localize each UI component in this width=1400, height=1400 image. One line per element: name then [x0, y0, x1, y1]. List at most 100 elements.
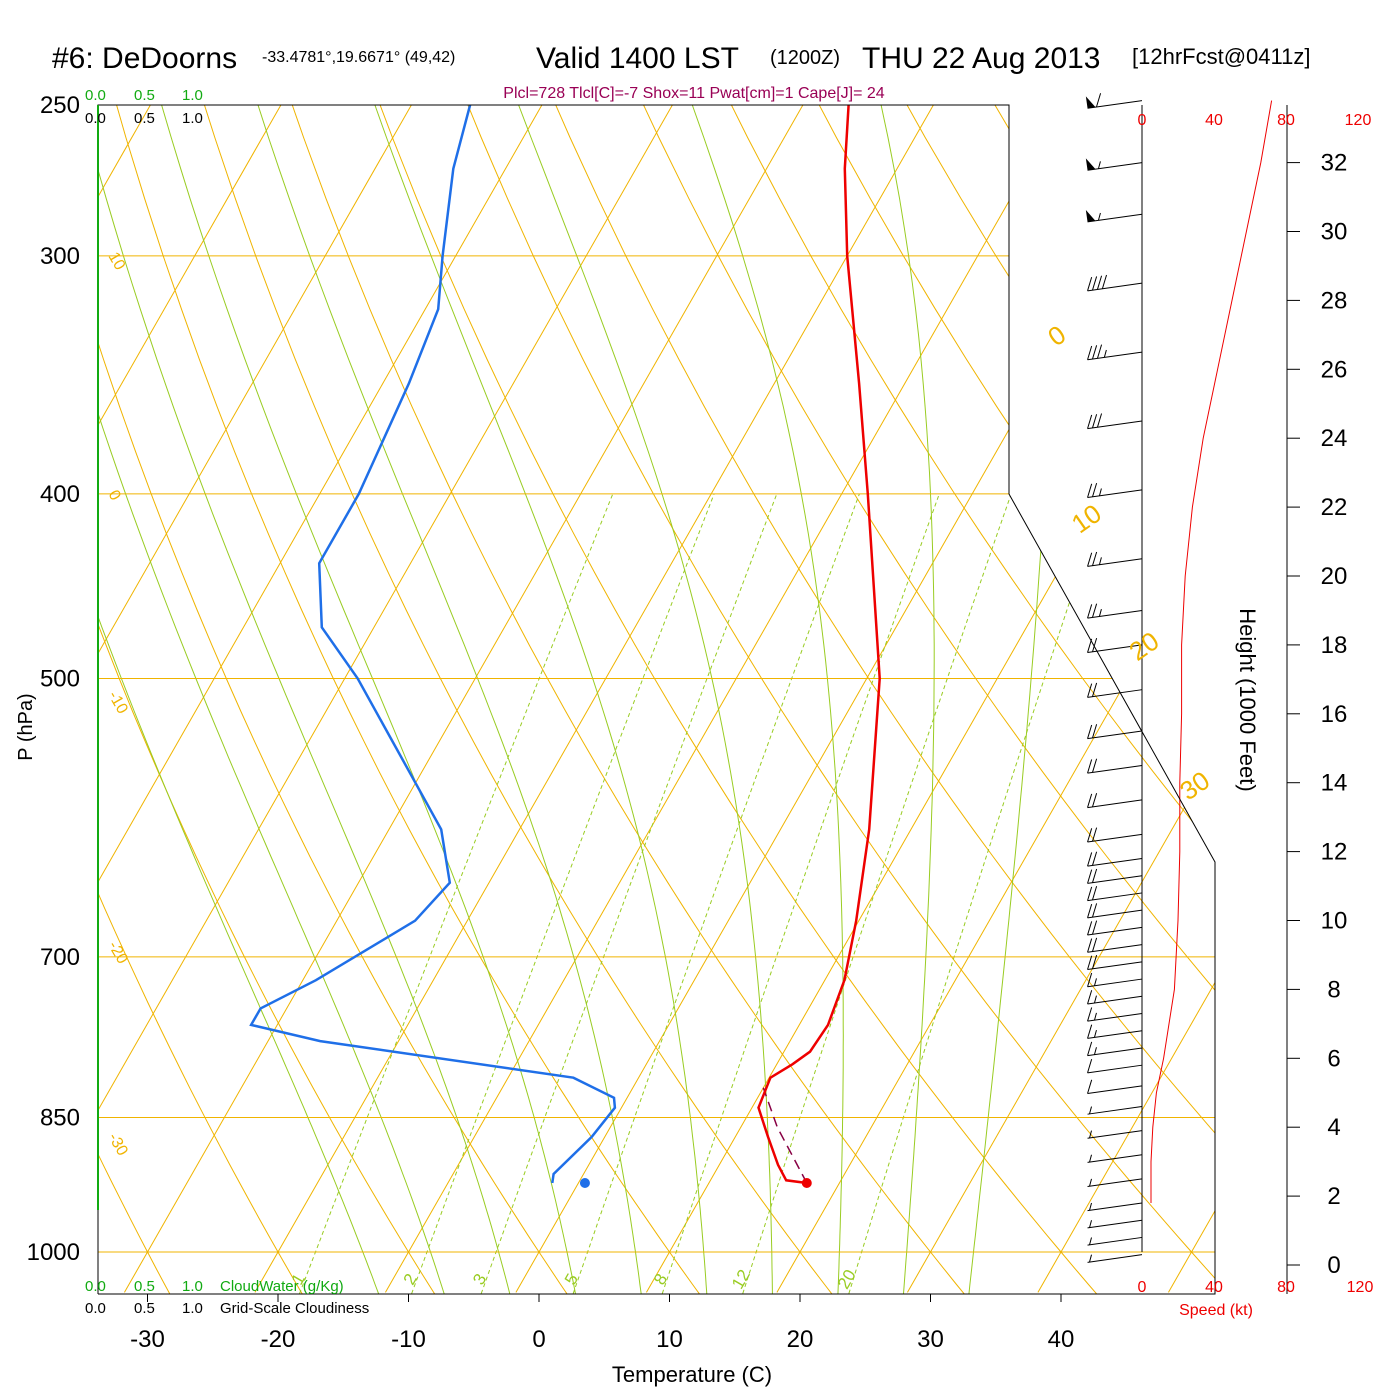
isotherm-label: 20	[1123, 626, 1164, 667]
barb-half-flag	[1089, 1254, 1092, 1263]
isotherm	[906, 105, 1215, 1293]
barb-flag	[1101, 274, 1108, 289]
barb-flag	[1092, 276, 1098, 291]
barb-staff	[1087, 1030, 1143, 1039]
barb-staff	[1087, 1178, 1143, 1188]
temperature-tick-label: 40	[1048, 1326, 1075, 1353]
moist-adiabat	[98, 105, 512, 1294]
background-grid	[0, 71, 1215, 1300]
cl-bot-tick-0: 0.0	[85, 1300, 106, 1317]
wind-barb	[1087, 482, 1143, 499]
dry-adiabat	[540, 105, 1215, 1294]
isotherm	[645, 105, 1215, 1293]
wind-barb	[1087, 793, 1143, 809]
wind-barb	[1087, 682, 1143, 698]
barb-flag	[1087, 869, 1093, 884]
isotherm-label: 10	[105, 249, 129, 273]
mixing-ratio-line	[846, 493, 1107, 1294]
barb-flag	[1095, 93, 1102, 108]
wind-barb	[1087, 1178, 1143, 1188]
barb-flag	[1096, 344, 1103, 359]
barb-staff	[1087, 1219, 1143, 1229]
wind-barb	[1087, 954, 1143, 970]
mixing-ratio-line	[408, 493, 715, 1294]
isotherm-label: 10	[1066, 498, 1107, 539]
barb-flag	[1087, 886, 1093, 901]
barb-staff	[1087, 282, 1143, 292]
barb-staff	[1087, 764, 1143, 774]
mixing-ratio-line	[296, 493, 614, 1294]
valid-time: Valid 1400 LST	[536, 42, 739, 75]
barb-staff	[1087, 1130, 1143, 1139]
barb-flag	[1092, 345, 1098, 360]
barb-flag	[1087, 683, 1093, 698]
speed-axis-title: Speed (kt)	[1179, 1302, 1253, 1319]
barb-flag	[1087, 903, 1093, 918]
stability-indices: Plcl=728 Tlcl[C]=-7 Shox=11 Pwat[cm]=1 C…	[503, 85, 884, 102]
station-title: #6: DeDoorns	[52, 42, 237, 75]
dry-adiabat	[366, 105, 1103, 1294]
isotherm	[254, 105, 974, 1293]
barb-staff	[1087, 799, 1143, 809]
isotherm	[98, 105, 713, 1293]
barb-flag	[1087, 1079, 1093, 1094]
isotherm	[98, 105, 582, 1293]
height-tick-label: 18	[1321, 632, 1348, 659]
barb-flag	[1096, 413, 1103, 428]
barb-staff	[1087, 875, 1143, 884]
barb-flag	[1087, 793, 1093, 808]
wind-barb	[1087, 827, 1143, 843]
barb-flag	[1092, 724, 1098, 739]
barb-flag	[1087, 483, 1093, 498]
wind-barb	[1087, 1154, 1143, 1163]
wind-barb	[1087, 1106, 1143, 1115]
dry-adiabat	[627, 105, 1215, 1294]
pressure-tick-label: 700	[40, 944, 80, 971]
mixing-ratio-label: 3	[469, 1270, 490, 1288]
forecast-tag: [12hrFcst@0411z]	[1132, 44, 1310, 69]
moist-adiabat	[967, 105, 1054, 1294]
mixing-ratio-line	[478, 493, 778, 1294]
isotherm-label: 0	[1042, 319, 1071, 352]
barb-flag	[1092, 920, 1098, 935]
barb-flag	[1087, 1007, 1093, 1022]
isotherm	[98, 105, 321, 1293]
profile-layer	[249, 104, 881, 1189]
barb-flag	[1092, 482, 1098, 497]
barb-flag	[1087, 852, 1093, 867]
pressure-tick-label: 850	[40, 1105, 80, 1132]
barb-staff	[1087, 909, 1143, 919]
isotherm	[98, 105, 191, 1293]
isotherm	[1037, 105, 1215, 1293]
height-tick-label: 10	[1321, 908, 1348, 935]
temperature-line	[757, 104, 881, 1185]
barb-staff	[1087, 1236, 1143, 1246]
height-tick-label: 20	[1321, 563, 1348, 590]
wind-layer	[1085, 93, 1273, 1263]
temperature-tick-label: 20	[787, 1326, 814, 1353]
dry-adiabat	[0, 71, 41, 1300]
cloudwater-label: CloudWater (g/Kg)	[220, 1278, 344, 1295]
barb-half-flag	[1098, 488, 1102, 496]
barb-flag	[1092, 638, 1098, 653]
dry-adiabat	[193, 105, 838, 1294]
wind-barb	[1087, 603, 1143, 619]
wind-barb	[1087, 886, 1143, 902]
barb-half-flag	[1093, 1012, 1097, 1021]
height-tick-label: 8	[1327, 976, 1340, 1003]
wind-barb	[1087, 868, 1143, 884]
cw-top-tick-0: 0.0	[85, 87, 106, 104]
barb-flag	[1092, 851, 1098, 866]
isotherm-label: -20	[105, 938, 131, 967]
isotherm	[1167, 105, 1215, 1293]
wind-barb	[1087, 1024, 1143, 1039]
cloudwater-scale-top: 0.0 0.5 1.0	[85, 87, 203, 104]
cloudiness-scale-bottom: 0.0 0.5 1.0 Grid-Scale Cloudiness	[85, 1300, 369, 1317]
wind-speed-line	[1150, 100, 1273, 1203]
speed-top-tick-label: 40	[1205, 112, 1223, 129]
mixing-ratio-line	[570, 493, 860, 1294]
speed-bottom-tick-label: 120	[1347, 1279, 1374, 1296]
temperature-tick-label: 0	[532, 1326, 545, 1353]
mixing-ratio-line	[740, 493, 1012, 1294]
barb-staff	[1087, 1154, 1143, 1163]
